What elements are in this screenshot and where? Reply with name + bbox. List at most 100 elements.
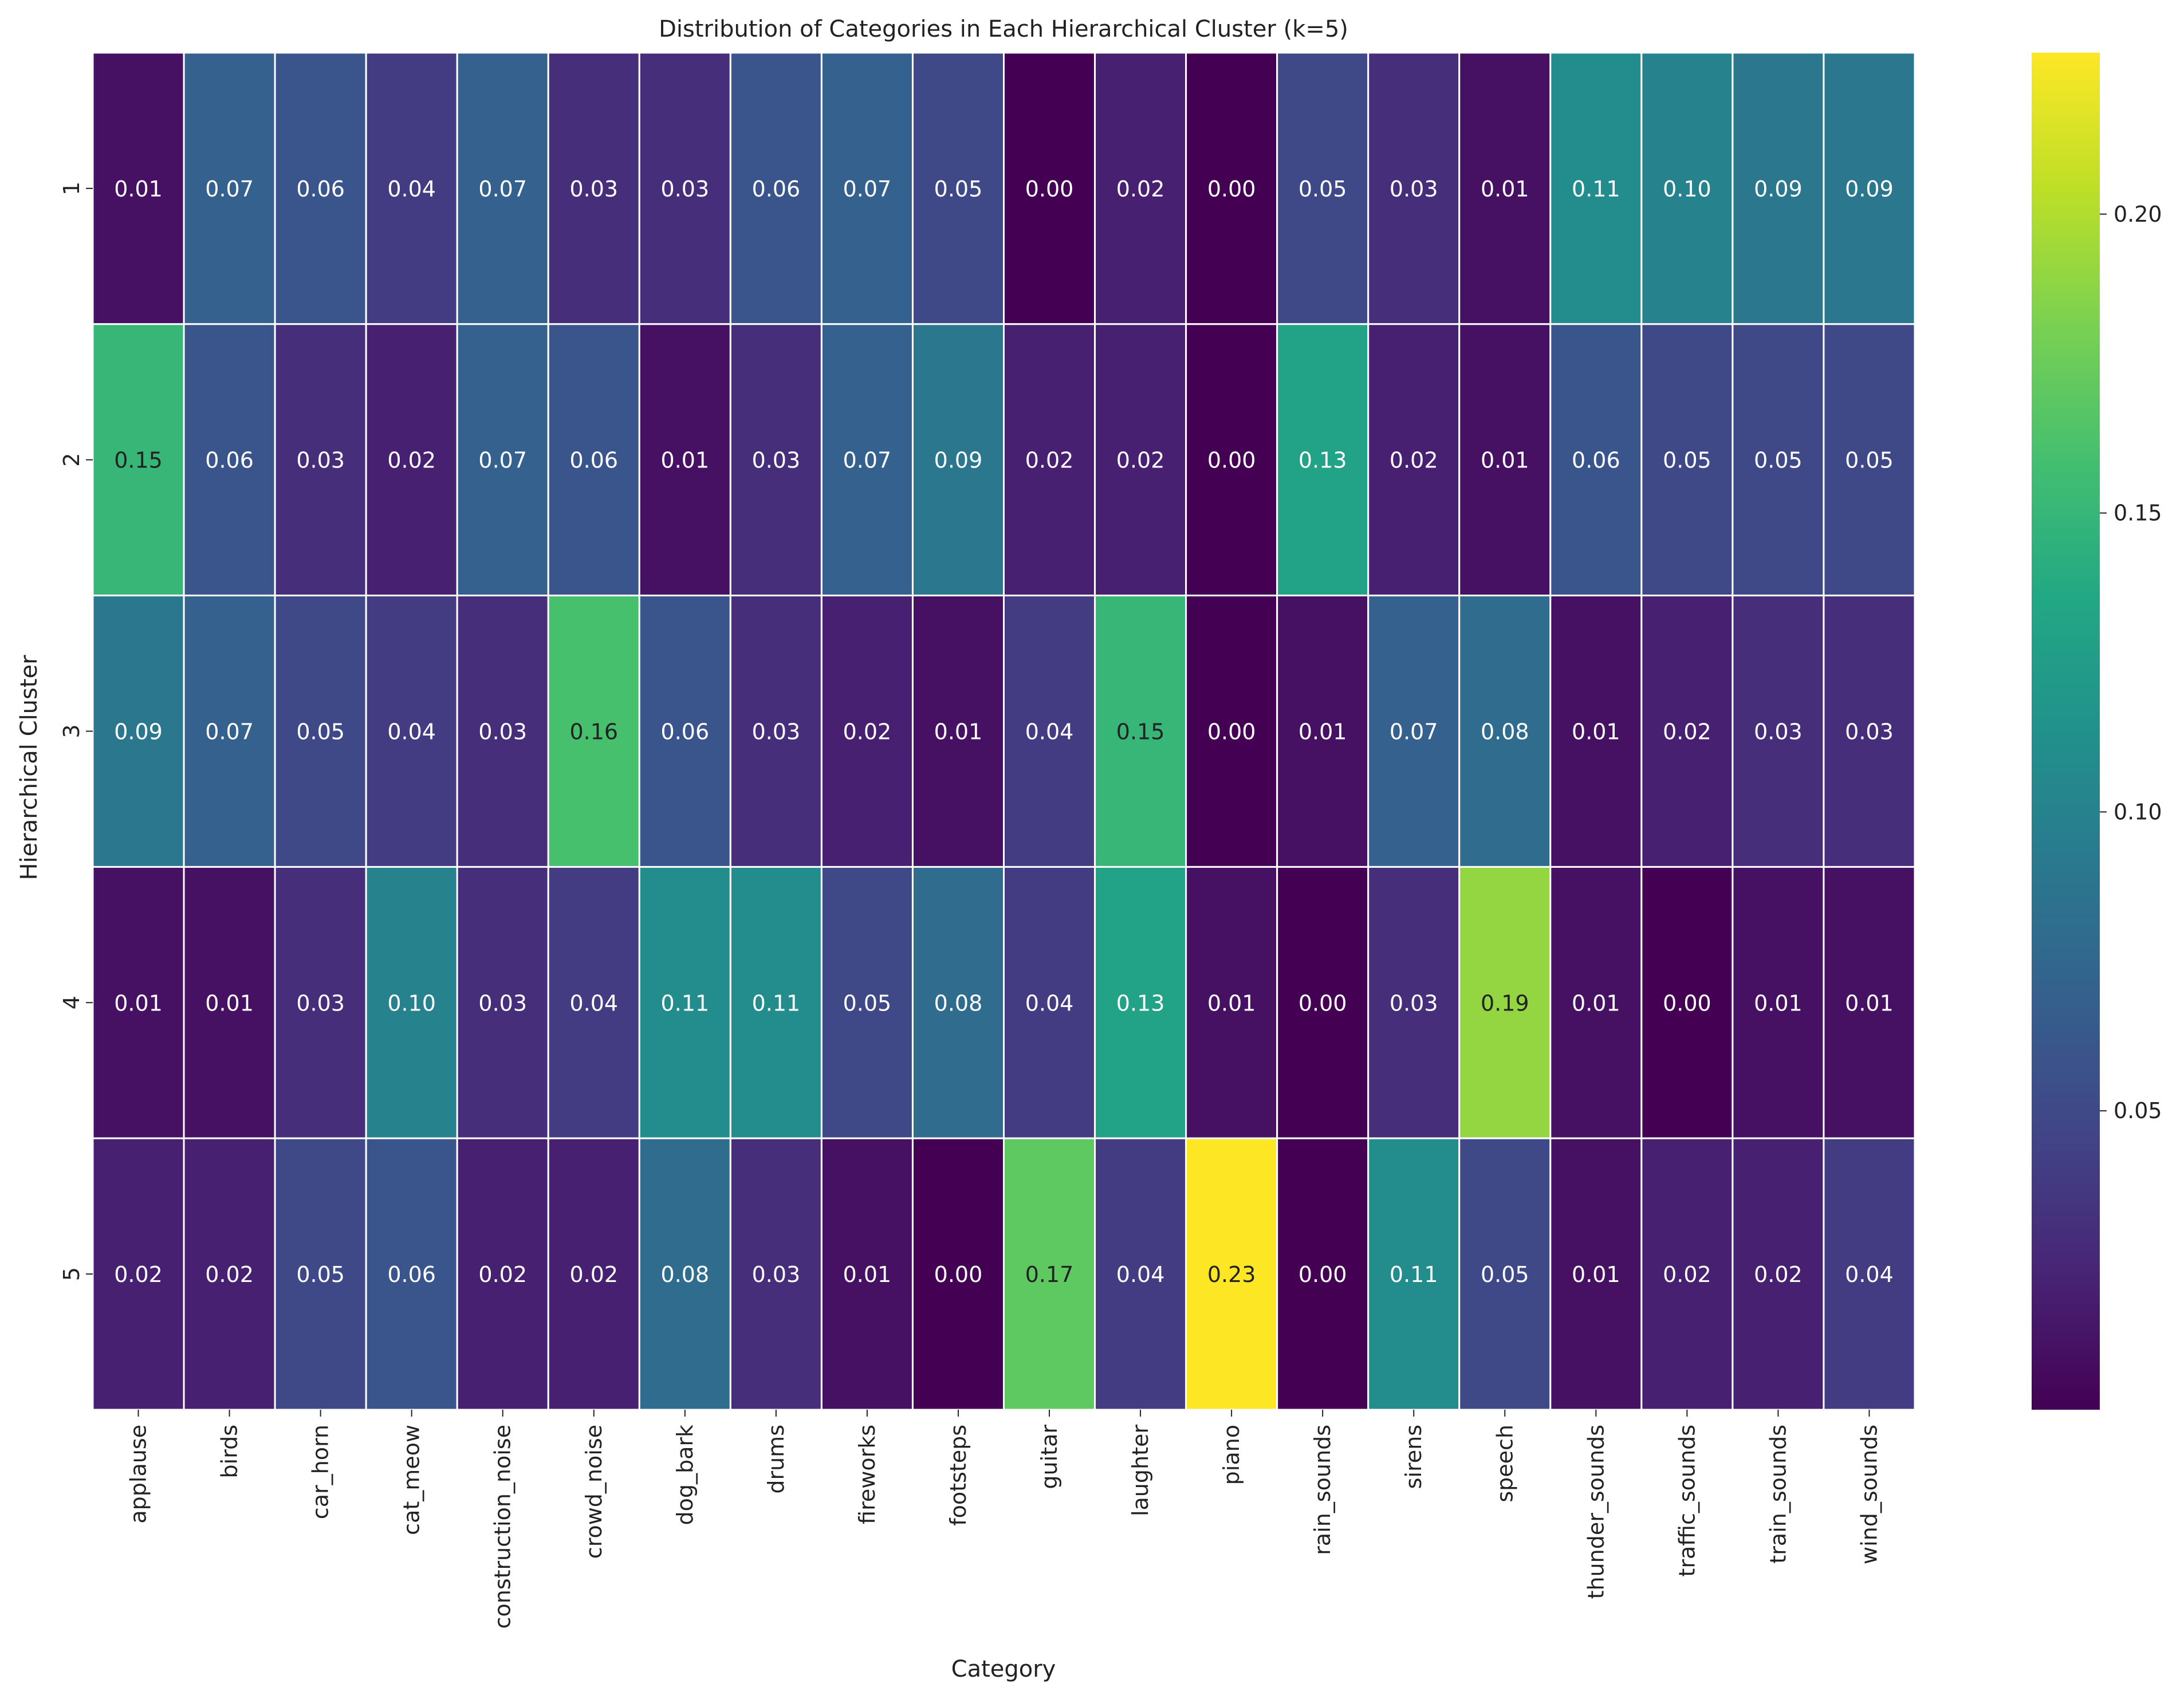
cell-value-label: 0.02: [478, 1262, 527, 1287]
cell-value-label: 0.05: [296, 719, 345, 745]
heatmap-cell-labels: 0.01 0.07 0.06 0.04 0.07 0.03 0.03 0.06 0.07 0.05…: [114, 176, 1894, 1287]
cell-value-label: 0.13: [1298, 448, 1347, 473]
cell-value-label: 0.06: [296, 176, 345, 202]
cell-value-label: 0.01: [1298, 719, 1347, 745]
heatmap-cell: [456, 323, 549, 597]
heatmap-cell: [1003, 323, 1096, 597]
chart-title: Distribution of Categories in Each Hiera…: [659, 16, 1348, 42]
heatmap-cell: [638, 866, 731, 1139]
cell-value-label: 0.03: [1390, 176, 1438, 202]
heatmap-cell: [1732, 52, 1825, 325]
heatmap-cell: [1276, 52, 1370, 325]
x-tick-label: drums: [764, 1425, 789, 1494]
heatmap-cell: [911, 595, 1005, 868]
cell-value-label: 0.07: [478, 176, 527, 202]
cell-value-label: 0.11: [1572, 176, 1620, 202]
heatmap-cell: [820, 1137, 914, 1411]
y-tick-label: 5: [59, 1267, 84, 1281]
cell-value-label: 0.03: [296, 990, 345, 1016]
cell-value-label: 0.03: [1390, 990, 1438, 1016]
cell-value-label: 0.01: [205, 990, 254, 1016]
cell-value-label: 0.11: [1390, 1262, 1438, 1287]
cell-value-label: 0.01: [1207, 990, 1256, 1016]
cell-value-label: 0.04: [387, 719, 436, 745]
heatmap-cell: [1367, 323, 1461, 597]
heatmap-cell: [1458, 1137, 1552, 1411]
cell-value-label: 0.00: [1298, 990, 1347, 1016]
x-tick-label: laughter: [1128, 1425, 1153, 1516]
heatmap-cell: [365, 52, 458, 325]
cell-value-label: 0.13: [1116, 990, 1165, 1016]
heatmap-cell: [1732, 866, 1825, 1139]
cell-value-label: 0.04: [569, 990, 618, 1016]
x-tick-label: traffic_sounds: [1674, 1425, 1699, 1577]
cell-value-label: 0.03: [752, 719, 801, 745]
heatmap-cell: [456, 1137, 549, 1411]
cell-value-label: 0.09: [114, 719, 163, 745]
heatmap-cell: [1732, 1137, 1825, 1411]
heatmap-cell: [1640, 866, 1734, 1139]
colorbar-ticks: 0.05 0.10 0.15 0.20: [2100, 202, 2162, 1123]
y-tick-label: 1: [59, 182, 84, 195]
cell-value-label: 0.06: [1572, 448, 1620, 473]
cell-value-label: 0.02: [1116, 448, 1165, 473]
cell-value-label: 0.07: [1390, 719, 1438, 745]
cell-value-label: 0.01: [1572, 1262, 1620, 1287]
cell-value-label: 0.01: [843, 1262, 892, 1287]
heatmap-cell: [1003, 595, 1096, 868]
heatmap-cell: [1185, 866, 1278, 1139]
cell-value-label: 0.03: [661, 176, 710, 202]
x-tick-label: sirens: [1401, 1425, 1426, 1489]
cell-value-label: 0.01: [1481, 448, 1529, 473]
colorbar: [2032, 53, 2100, 1410]
cell-value-label: 0.00: [1207, 176, 1256, 202]
heatmap-cell: [638, 595, 731, 868]
x-tick-label: rain_sounds: [1310, 1425, 1335, 1555]
cell-value-label: 0.02: [114, 1262, 163, 1287]
heatmap-cell: [183, 323, 276, 597]
cell-value-label: 0.03: [296, 448, 345, 473]
cell-value-label: 0.01: [1572, 719, 1620, 745]
colorbar-tick-label: 0.10: [2114, 799, 2162, 824]
cell-value-label: 0.06: [205, 448, 254, 473]
heatmap-cell: [1094, 866, 1187, 1139]
x-tick-label: crowd_noise: [581, 1425, 607, 1559]
cell-value-label: 0.08: [934, 990, 983, 1016]
heatmap-cell: [1823, 1137, 1916, 1411]
cell-value-label: 0.06: [569, 448, 618, 473]
cell-value-label: 0.00: [1663, 990, 1711, 1016]
heatmap-cell: [1367, 595, 1461, 868]
y-tick-label: 3: [59, 724, 84, 738]
x-tick-label: car_horn: [308, 1425, 333, 1519]
heatmap-cell: [1458, 52, 1552, 325]
cell-value-label: 0.00: [1207, 719, 1256, 745]
cell-value-label: 0.05: [1663, 448, 1711, 473]
cell-value-label: 0.01: [114, 990, 163, 1016]
cell-value-label: 0.00: [1025, 176, 1074, 202]
cell-value-label: 0.04: [387, 176, 436, 202]
x-tick-label: thunder_sounds: [1583, 1425, 1608, 1599]
cell-value-label: 0.09: [934, 448, 983, 473]
cell-value-label: 0.03: [1754, 719, 1803, 745]
cell-value-label: 0.06: [387, 1262, 436, 1287]
heatmap-cell: [547, 52, 640, 325]
cell-value-label: 0.05: [1845, 448, 1894, 473]
heatmap-cell: [274, 595, 367, 868]
cell-value-label: 0.11: [661, 990, 710, 1016]
cell-value-label: 0.04: [1025, 990, 1074, 1016]
cell-value-label: 0.04: [1845, 1262, 1894, 1287]
x-tick-label: footsteps: [946, 1425, 971, 1526]
cell-value-label: 0.05: [1298, 176, 1347, 202]
heatmap-cell: [456, 52, 549, 325]
cell-value-label: 0.10: [1663, 176, 1711, 202]
heatmap-cell: [183, 595, 276, 868]
heatmap-cell: [183, 52, 276, 325]
x-tick-label: train_sounds: [1765, 1425, 1791, 1564]
heatmap-cell: [1276, 866, 1370, 1139]
cell-value-label: 0.10: [387, 990, 436, 1016]
cell-value-label: 0.09: [1754, 176, 1803, 202]
x-tick-label: guitar: [1037, 1425, 1062, 1489]
heatmap-cell: [365, 866, 458, 1139]
cell-value-label: 0.15: [114, 448, 163, 473]
cell-value-label: 0.02: [1663, 1262, 1711, 1287]
